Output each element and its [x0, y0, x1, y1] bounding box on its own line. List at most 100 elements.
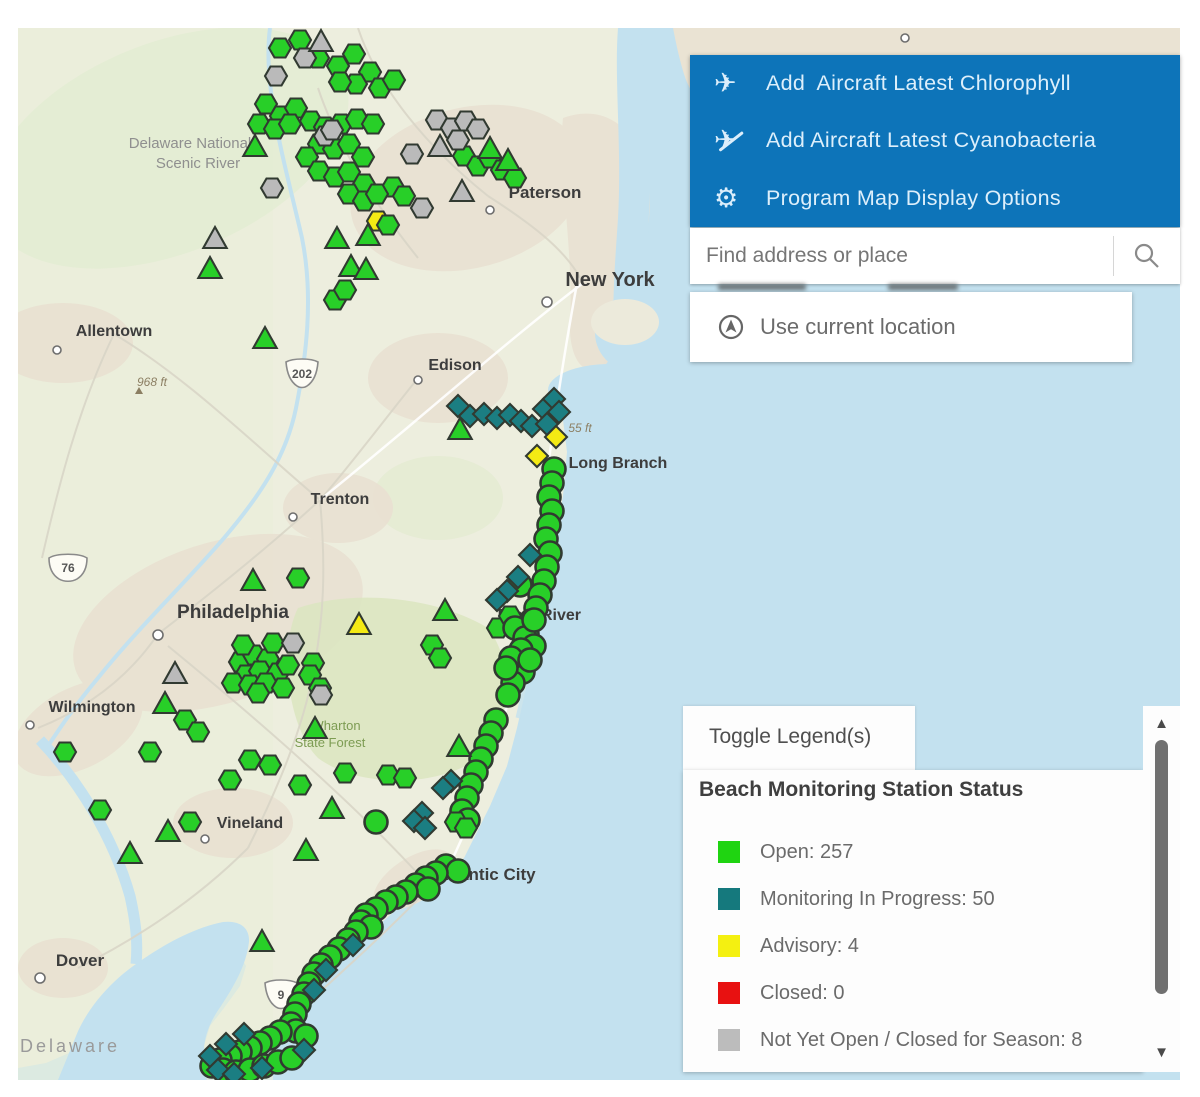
marker-monitoring[interactable]	[505, 564, 531, 590]
marker-open[interactable]	[391, 185, 417, 207]
scroll-down-icon[interactable]: ▼	[1154, 1044, 1169, 1061]
marker-not-yet-open[interactable]	[259, 177, 285, 199]
search-button[interactable]	[1114, 228, 1180, 284]
marker-open[interactable]	[257, 754, 283, 776]
marker-open[interactable]	[154, 817, 182, 843]
marker-open[interactable]	[230, 634, 256, 656]
marker-monitoring[interactable]	[313, 957, 339, 983]
marker-advisory[interactable]	[345, 610, 373, 636]
menu-item-airplane[interactable]: ✈ Add Aircraft Latest Chlorophyll	[690, 55, 1180, 112]
marker-open[interactable]	[251, 324, 279, 350]
marker-open[interactable]	[521, 607, 547, 633]
menu-item-airplane-slash[interactable]: ✈ Add Aircraft Latest Cyanobacteria	[690, 112, 1180, 169]
marker-open[interactable]	[248, 927, 276, 953]
marker-open[interactable]	[287, 774, 313, 796]
marker-not-yet-open[interactable]	[465, 118, 491, 140]
marker-open[interactable]	[137, 741, 163, 763]
marker-not-yet-open[interactable]	[161, 659, 189, 685]
marker-open[interactable]	[381, 69, 407, 91]
marker-open[interactable]	[341, 43, 367, 65]
marker-open[interactable]	[360, 113, 386, 135]
marker-open[interactable]	[453, 817, 479, 839]
marker-open[interactable]	[87, 799, 113, 821]
marker-monitoring[interactable]	[291, 1037, 317, 1063]
marker-not-yet-open[interactable]	[263, 65, 289, 87]
marker-open[interactable]	[275, 654, 301, 676]
marker-not-yet-open[interactable]	[399, 143, 425, 165]
marker-open[interactable]	[375, 214, 401, 236]
marker-not-yet-open[interactable]	[448, 177, 476, 203]
marker-open[interactable]	[196, 254, 224, 280]
marker-not-yet-open[interactable]	[319, 119, 345, 141]
marker-not-yet-open[interactable]	[445, 129, 471, 151]
toggle-legends-tab[interactable]: Toggle Legend(s)	[683, 706, 915, 770]
marker-open[interactable]	[350, 146, 376, 168]
marker-monitoring[interactable]	[301, 977, 327, 1003]
marker-open[interactable]	[301, 714, 329, 740]
marker-open[interactable]	[494, 146, 522, 172]
marker-open[interactable]	[241, 132, 269, 158]
marker-open[interactable]	[352, 255, 380, 281]
marker-monitoring[interactable]	[221, 1061, 247, 1080]
marker-open[interactable]	[332, 762, 358, 784]
marker-open[interactable]	[116, 839, 144, 865]
marker-open[interactable]	[217, 769, 243, 791]
marker-not-yet-open[interactable]	[426, 132, 454, 158]
search-input[interactable]	[690, 243, 1113, 269]
marker-open[interactable]	[354, 221, 382, 247]
marker-open[interactable]	[177, 811, 203, 833]
marker-open[interactable]	[446, 415, 474, 441]
marker-open[interactable]	[292, 836, 320, 862]
marker-open[interactable]	[52, 741, 78, 763]
marker-monitoring[interactable]	[546, 399, 572, 425]
marker-monitoring[interactable]	[231, 1021, 257, 1047]
marker-open[interactable]	[415, 876, 441, 902]
marker-open[interactable]	[260, 632, 286, 654]
marker-open[interactable]	[332, 279, 358, 301]
marker-open[interactable]	[392, 767, 418, 789]
marker-not-yet-open[interactable]	[201, 224, 229, 250]
legend-scrollbar[interactable]: ▲ ▼	[1143, 706, 1180, 1072]
marker-open[interactable]	[375, 764, 401, 786]
marker-open[interactable]	[337, 252, 365, 278]
scroll-thumb[interactable]	[1155, 740, 1168, 994]
marker-monitoring[interactable]	[213, 1031, 239, 1057]
marker-open[interactable]	[493, 655, 519, 681]
marker-open[interactable]	[287, 29, 313, 51]
marker-open[interactable]	[363, 809, 389, 835]
marker-open[interactable]	[517, 647, 543, 673]
marker-open[interactable]	[495, 682, 521, 708]
scroll-up-icon[interactable]: ▲	[1154, 715, 1169, 732]
marker-monitoring[interactable]	[249, 1055, 275, 1080]
marker-open[interactable]	[318, 794, 346, 820]
marker-open[interactable]	[445, 732, 473, 758]
marker-open[interactable]	[285, 567, 311, 589]
marker-monitoring[interactable]	[340, 932, 366, 958]
marker-monitoring[interactable]	[412, 815, 438, 841]
marker-open[interactable]	[151, 689, 179, 715]
marker-open[interactable]	[220, 672, 246, 694]
marker-open[interactable]	[502, 167, 528, 189]
marker-monitoring[interactable]	[517, 542, 543, 568]
marker-monitoring[interactable]	[484, 587, 510, 613]
marker-not-yet-open[interactable]	[280, 632, 306, 654]
marker-not-yet-open[interactable]	[308, 684, 334, 706]
marker-open[interactable]	[267, 37, 293, 59]
marker-open[interactable]	[476, 134, 504, 160]
menu-item-gear[interactable]: ⚙ Program Map Display Options	[690, 170, 1180, 227]
marker-not-yet-open[interactable]	[409, 197, 435, 219]
marker-open[interactable]	[277, 113, 303, 135]
marker-open[interactable]	[185, 721, 211, 743]
marker-monitoring[interactable]	[430, 775, 456, 801]
marker-open[interactable]	[237, 749, 263, 771]
marker-advisory[interactable]	[524, 443, 550, 469]
marker-open[interactable]	[445, 858, 471, 884]
use-current-location-item[interactable]: Use current location	[690, 292, 1132, 362]
marker-open[interactable]	[323, 224, 351, 250]
marker-not-yet-open[interactable]	[307, 28, 335, 53]
marker-open[interactable]	[364, 183, 390, 205]
marker-advisory[interactable]	[543, 424, 569, 450]
marker-open[interactable]	[427, 647, 453, 669]
marker-open[interactable]	[245, 682, 271, 704]
marker-open[interactable]	[239, 566, 267, 592]
